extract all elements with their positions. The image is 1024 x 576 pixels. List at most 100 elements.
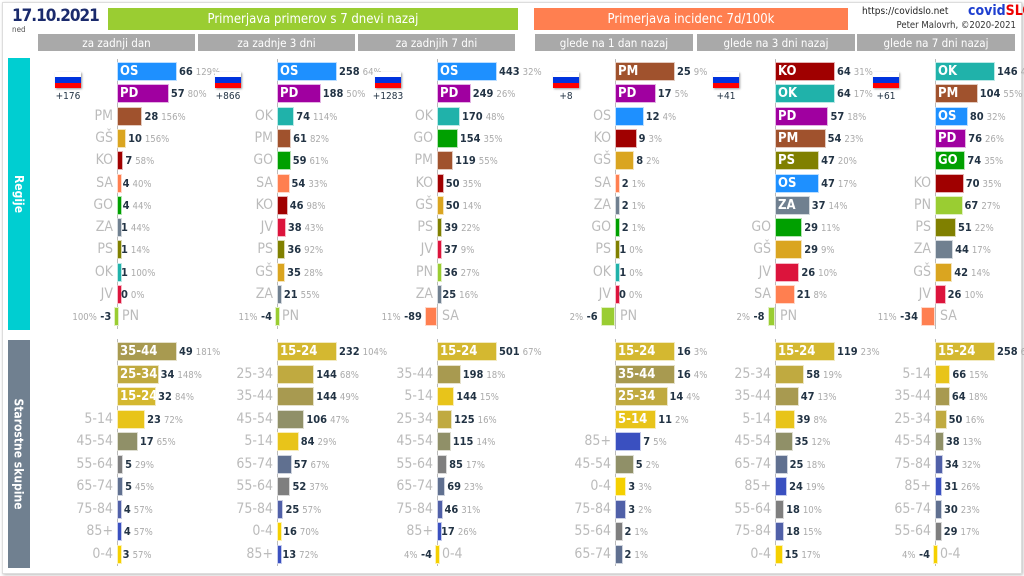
bar-value: 59 61%: [293, 151, 329, 171]
percent: 65%: [156, 437, 176, 448]
bar-25-34: [117, 364, 159, 384]
bar-PN: [600, 307, 615, 327]
bar-label: 45-54: [894, 433, 931, 449]
percent: 72%: [299, 549, 319, 561]
bar-PM: [117, 106, 143, 126]
value: 7: [643, 435, 651, 448]
bar-label: KO: [778, 64, 797, 79]
bar-value: 84 29%: [301, 432, 337, 452]
value: 50: [445, 176, 460, 190]
value: 2: [621, 221, 629, 235]
value: 37: [444, 243, 458, 257]
value: 51: [957, 221, 972, 235]
bar-label: 45-54: [76, 433, 113, 449]
bar-label: PN: [620, 308, 638, 325]
percent: 1%: [634, 549, 648, 561]
percent: 18%: [968, 392, 988, 403]
value: 144: [316, 390, 337, 403]
value: 39: [444, 221, 459, 235]
value: 154: [459, 131, 481, 145]
bar-0-4: [933, 544, 938, 564]
bar-OK: [277, 106, 295, 126]
bar-value: 38 43%: [288, 218, 324, 238]
bar-label: 75-84: [574, 500, 611, 517]
bar-PS: [277, 240, 286, 260]
value: 58: [806, 367, 821, 381]
bar-75-84: [615, 499, 627, 519]
percent: 50%: [346, 89, 366, 101]
value: 66: [179, 65, 193, 78]
bar-value: 125 16%: [454, 410, 497, 430]
bar-value: 57 67%: [294, 455, 330, 475]
percent: 156%: [161, 111, 186, 123]
percent: 61%: [309, 156, 329, 168]
percent: 31%: [853, 67, 873, 78]
bar-15-24: [277, 342, 337, 361]
bar-value: 38 13%: [946, 432, 982, 452]
value: 25: [677, 65, 691, 78]
bar-value: 1 0%: [619, 263, 642, 283]
percent: 3%: [638, 482, 652, 493]
percent: 10%: [964, 290, 984, 301]
percent: 16%: [459, 290, 479, 301]
value: 36: [287, 243, 302, 257]
value: 104: [979, 87, 1001, 101]
value: 16: [677, 345, 691, 358]
total-delta: +41: [716, 91, 736, 102]
percent: 15%: [969, 369, 989, 381]
percent: 4%: [693, 369, 708, 381]
bar-value: 23 72%: [147, 410, 183, 430]
value: 144: [456, 390, 477, 403]
percent: 29%: [135, 459, 154, 471]
percent: 5%: [653, 437, 667, 448]
value: 0: [121, 288, 128, 301]
value: -4: [919, 547, 930, 561]
bar-value: 11 2%: [658, 410, 688, 430]
bar-label: 45-54: [236, 410, 273, 427]
bar-label: 85+: [904, 478, 931, 494]
value: 23: [147, 412, 161, 426]
bar-value: 26 10%: [801, 263, 837, 283]
bar-GŠ: [775, 240, 803, 260]
value: 69: [447, 480, 462, 493]
bar-75-84: [775, 522, 785, 541]
bar-85+: [277, 544, 282, 564]
percent: 49%: [1020, 67, 1024, 78]
bar-85+: [935, 477, 943, 496]
bar-label: GŠ: [593, 152, 611, 169]
bar-label: OS: [280, 64, 299, 79]
bar-value: 50 14%: [446, 196, 482, 216]
bar-label: OK: [592, 263, 611, 280]
value: 249: [472, 87, 494, 101]
bar-ZA: [117, 218, 122, 238]
bar-value: 0 0%: [121, 285, 144, 305]
slovenia-flag-icon: [215, 72, 241, 88]
value: 115: [452, 435, 474, 448]
value: 46: [289, 198, 304, 212]
value: 30: [943, 502, 958, 516]
bar-label: 0-4: [442, 545, 463, 562]
bar-JV: [437, 240, 442, 260]
bar-0-4: [277, 522, 282, 541]
axis-line: [117, 339, 118, 566]
percent: 8%: [813, 290, 828, 301]
cases-comparison-title: Primerjava primerov s 7 dnevi nazaj: [108, 8, 518, 30]
percent: 18%: [847, 111, 867, 123]
bar-value: 54 33%: [292, 174, 328, 194]
bar-value: 25867%: [997, 342, 1024, 362]
bar-label: ZA: [913, 241, 931, 258]
bar-value: 9 3%: [639, 129, 662, 149]
bar-value: 29 17%: [944, 522, 980, 542]
bar-label: 25-34: [120, 366, 158, 382]
value: 59: [292, 154, 307, 168]
percent: 14%: [462, 200, 482, 212]
percent: 23%: [844, 133, 864, 145]
value: 18: [786, 525, 800, 538]
axis-line: [437, 339, 438, 566]
percent: 0%: [130, 290, 145, 301]
percent: 67%: [310, 459, 330, 471]
slovenia-flag-icon: [873, 72, 899, 88]
bar-label: PM: [254, 129, 273, 146]
bar-value: 11% -4: [236, 307, 272, 327]
bar-GŠ: [117, 128, 127, 148]
